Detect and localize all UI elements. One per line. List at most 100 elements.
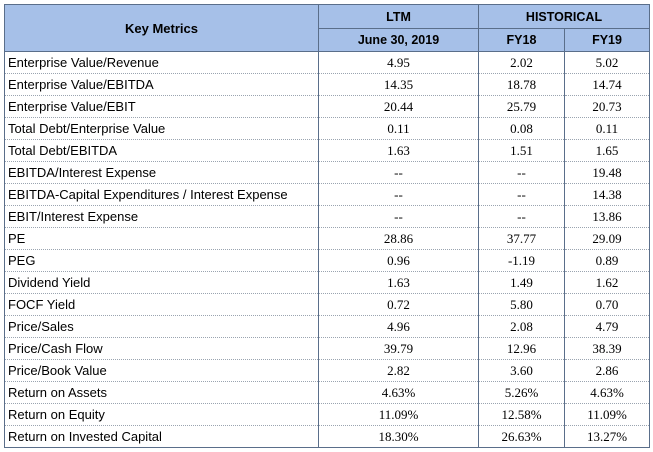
metric-name: Price/Book Value [4,359,319,382]
fy19-header: FY19 [563,28,651,52]
fy18-value: 2.02 [478,51,565,74]
fy18-value: 0.08 [478,117,565,140]
metric-name: Dividend Yield [4,271,319,294]
table-row: Return on Equity 11.09% 12.58% 11.09% [4,403,651,426]
fy19-value: 4.63% [563,381,651,404]
table-row: EBITDA/Interest Expense -- -- 19.48 [4,161,651,184]
ltm-value: 28.86 [318,227,479,250]
table-header: Key Metrics LTM HISTORICAL June 30, 2019… [4,4,651,52]
fy19-value: 0.70 [563,293,651,316]
table-row: Total Debt/EBITDA 1.63 1.51 1.65 [4,139,651,162]
metric-name: PE [4,227,319,250]
table-row: EBITDA-Capital Expenditures / Interest E… [4,183,651,206]
fy18-value: -- [478,205,565,228]
metric-name: Price/Cash Flow [4,337,319,360]
ltm-value: 4.95 [318,51,479,74]
key-metrics-sheet: Key Metrics LTM HISTORICAL June 30, 2019… [4,4,651,448]
key-metrics-header: Key Metrics [4,4,319,52]
ltm-value: -- [318,183,479,206]
table-row: FOCF Yield 0.72 5.80 0.70 [4,293,651,316]
metric-name: Enterprise Value/EBIT [4,95,319,118]
metric-name: Total Debt/EBITDA [4,139,319,162]
fy19-value: 19.48 [563,161,651,184]
table-row: PE 28.86 37.77 29.09 [4,227,651,250]
metric-name: EBITDA-Capital Expenditures / Interest E… [4,183,319,206]
table-row: Return on Assets 4.63% 5.26% 4.63% [4,381,651,404]
fy19-value: 13.27% [563,425,651,448]
fy18-value: 5.26% [478,381,565,404]
ltm-value: 0.11 [318,117,479,140]
table-row: Price/Sales 4.96 2.08 4.79 [4,315,651,338]
fy19-value: 0.89 [563,249,651,272]
table-row: Price/Book Value 2.82 3.60 2.86 [4,359,651,382]
fy19-value: 2.86 [563,359,651,382]
table-row: Return on Invested Capital 18.30% 26.63% 13… [4,425,651,448]
table-row: EBIT/Interest Expense -- -- 13.86 [4,205,651,228]
ltm-value: 0.72 [318,293,479,316]
fy19-value: 29.09 [563,227,651,250]
ltm-value: 4.63% [318,381,479,404]
ltm-value: 1.63 [318,139,479,162]
ltm-date-header: June 30, 2019 [318,28,479,52]
table-row: Enterprise Value/EBITDA 14.35 18.78 14.74 [4,73,651,96]
fy19-value: 4.79 [563,315,651,338]
fy19-value: 38.39 [563,337,651,360]
metric-name: Price/Sales [4,315,319,338]
fy18-value: 5.80 [478,293,565,316]
table-row: Enterprise Value/EBIT 20.44 25.79 20.73 [4,95,651,118]
table-body: Enterprise Value/Revenue 4.95 2.02 5.02 Ent… [4,51,651,448]
historical-header: HISTORICAL [477,4,651,29]
metric-name: FOCF Yield [4,293,319,316]
fy18-value: 12.58% [478,403,565,426]
ltm-value: 0.96 [318,249,479,272]
fy18-value: 1.49 [478,271,565,294]
fy18-value: 2.08 [478,315,565,338]
table-row: Dividend Yield 1.63 1.49 1.62 [4,271,651,294]
ltm-value: 11.09% [318,403,479,426]
ltm-value: 20.44 [318,95,479,118]
table-row: Total Debt/Enterprise Value 0.11 0.08 0.11 [4,117,651,140]
metric-name: Return on Invested Capital [4,425,319,448]
ltm-header: LTM [318,4,479,29]
ltm-value: 4.96 [318,315,479,338]
table-row: PEG 0.96 -1.19 0.89 [4,249,651,272]
fy19-value: 20.73 [563,95,651,118]
fy18-value: 18.78 [478,73,565,96]
table-row: Enterprise Value/Revenue 4.95 2.02 5.02 [4,51,651,74]
fy19-value: 5.02 [563,51,651,74]
ltm-value: 18.30% [318,425,479,448]
fy18-value: -- [478,161,565,184]
metric-name: PEG [4,249,319,272]
ltm-value: 39.79 [318,337,479,360]
fy18-value: 37.77 [478,227,565,250]
ltm-value: -- [318,205,479,228]
fy19-value: 0.11 [563,117,651,140]
key-metrics-table: Key Metrics LTM HISTORICAL June 30, 2019… [4,4,651,448]
ltm-value: 1.63 [318,271,479,294]
metric-name: EBIT/Interest Expense [4,205,319,228]
fy18-value: 26.63% [478,425,565,448]
metric-name: EBITDA/Interest Expense [4,161,319,184]
fy19-value: 1.65 [563,139,651,162]
fy19-value: 11.09% [563,403,651,426]
fy19-value: 14.74 [563,73,651,96]
fy18-header: FY18 [478,28,565,52]
fy18-value: -1.19 [478,249,565,272]
fy18-value: -- [478,183,565,206]
fy18-value: 12.96 [478,337,565,360]
table-row: Price/Cash Flow 39.79 12.96 38.39 [4,337,651,360]
fy18-value: 1.51 [478,139,565,162]
metric-name: Return on Assets [4,381,319,404]
fy19-value: 13.86 [563,205,651,228]
metric-name: Total Debt/Enterprise Value [4,117,319,140]
ltm-value: 14.35 [318,73,479,96]
ltm-value: -- [318,161,479,184]
metric-name: Enterprise Value/EBITDA [4,73,319,96]
metric-name: Enterprise Value/Revenue [4,51,319,74]
ltm-value: 2.82 [318,359,479,382]
fy18-value: 25.79 [478,95,565,118]
fy18-value: 3.60 [478,359,565,382]
fy19-value: 1.62 [563,271,651,294]
metric-name: Return on Equity [4,403,319,426]
fy19-value: 14.38 [563,183,651,206]
